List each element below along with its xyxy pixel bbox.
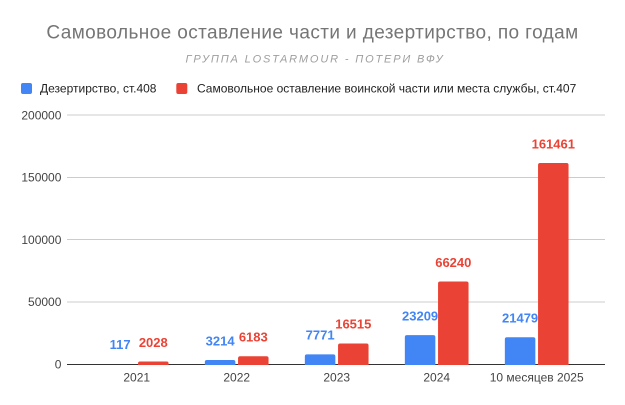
svg-text:100000: 100000 [21, 233, 61, 247]
svg-text:23209: 23209 [402, 308, 438, 323]
svg-text:3214: 3214 [206, 333, 236, 348]
svg-text:ГРУППА LOSTARMOUR - ПОТЕРИ ВФУ: ГРУППА LOSTARMOUR - ПОТЕРИ ВФУ [185, 53, 444, 65]
svg-text:117: 117 [110, 337, 131, 352]
svg-text:Самовольное оставление части и: Самовольное оставление части и дезертирс… [46, 22, 578, 43]
svg-text:2024: 2024 [423, 370, 450, 384]
svg-text:2022: 2022 [223, 370, 250, 384]
svg-text:2021: 2021 [123, 370, 150, 384]
svg-text:6183: 6183 [239, 330, 268, 345]
svg-text:150000: 150000 [21, 171, 61, 185]
svg-text:2023: 2023 [323, 370, 350, 384]
svg-text:66240: 66240 [435, 255, 471, 270]
svg-text:2028: 2028 [139, 335, 168, 350]
svg-text:16515: 16515 [335, 317, 371, 332]
svg-text:7771: 7771 [306, 328, 335, 343]
svg-text:200000: 200000 [21, 108, 61, 122]
svg-text:21479: 21479 [502, 311, 538, 326]
svg-text:Дезертирство, ст.408: Дезертирство, ст.408 [40, 81, 157, 95]
svg-text:161461: 161461 [532, 136, 575, 151]
svg-text:0: 0 [55, 357, 62, 371]
svg-text:50000: 50000 [28, 295, 62, 309]
svg-text:10 месяцев 2025: 10 месяцев 2025 [490, 370, 584, 384]
svg-text:Самовольное оставление воинско: Самовольное оставление воинской части ил… [197, 81, 577, 95]
